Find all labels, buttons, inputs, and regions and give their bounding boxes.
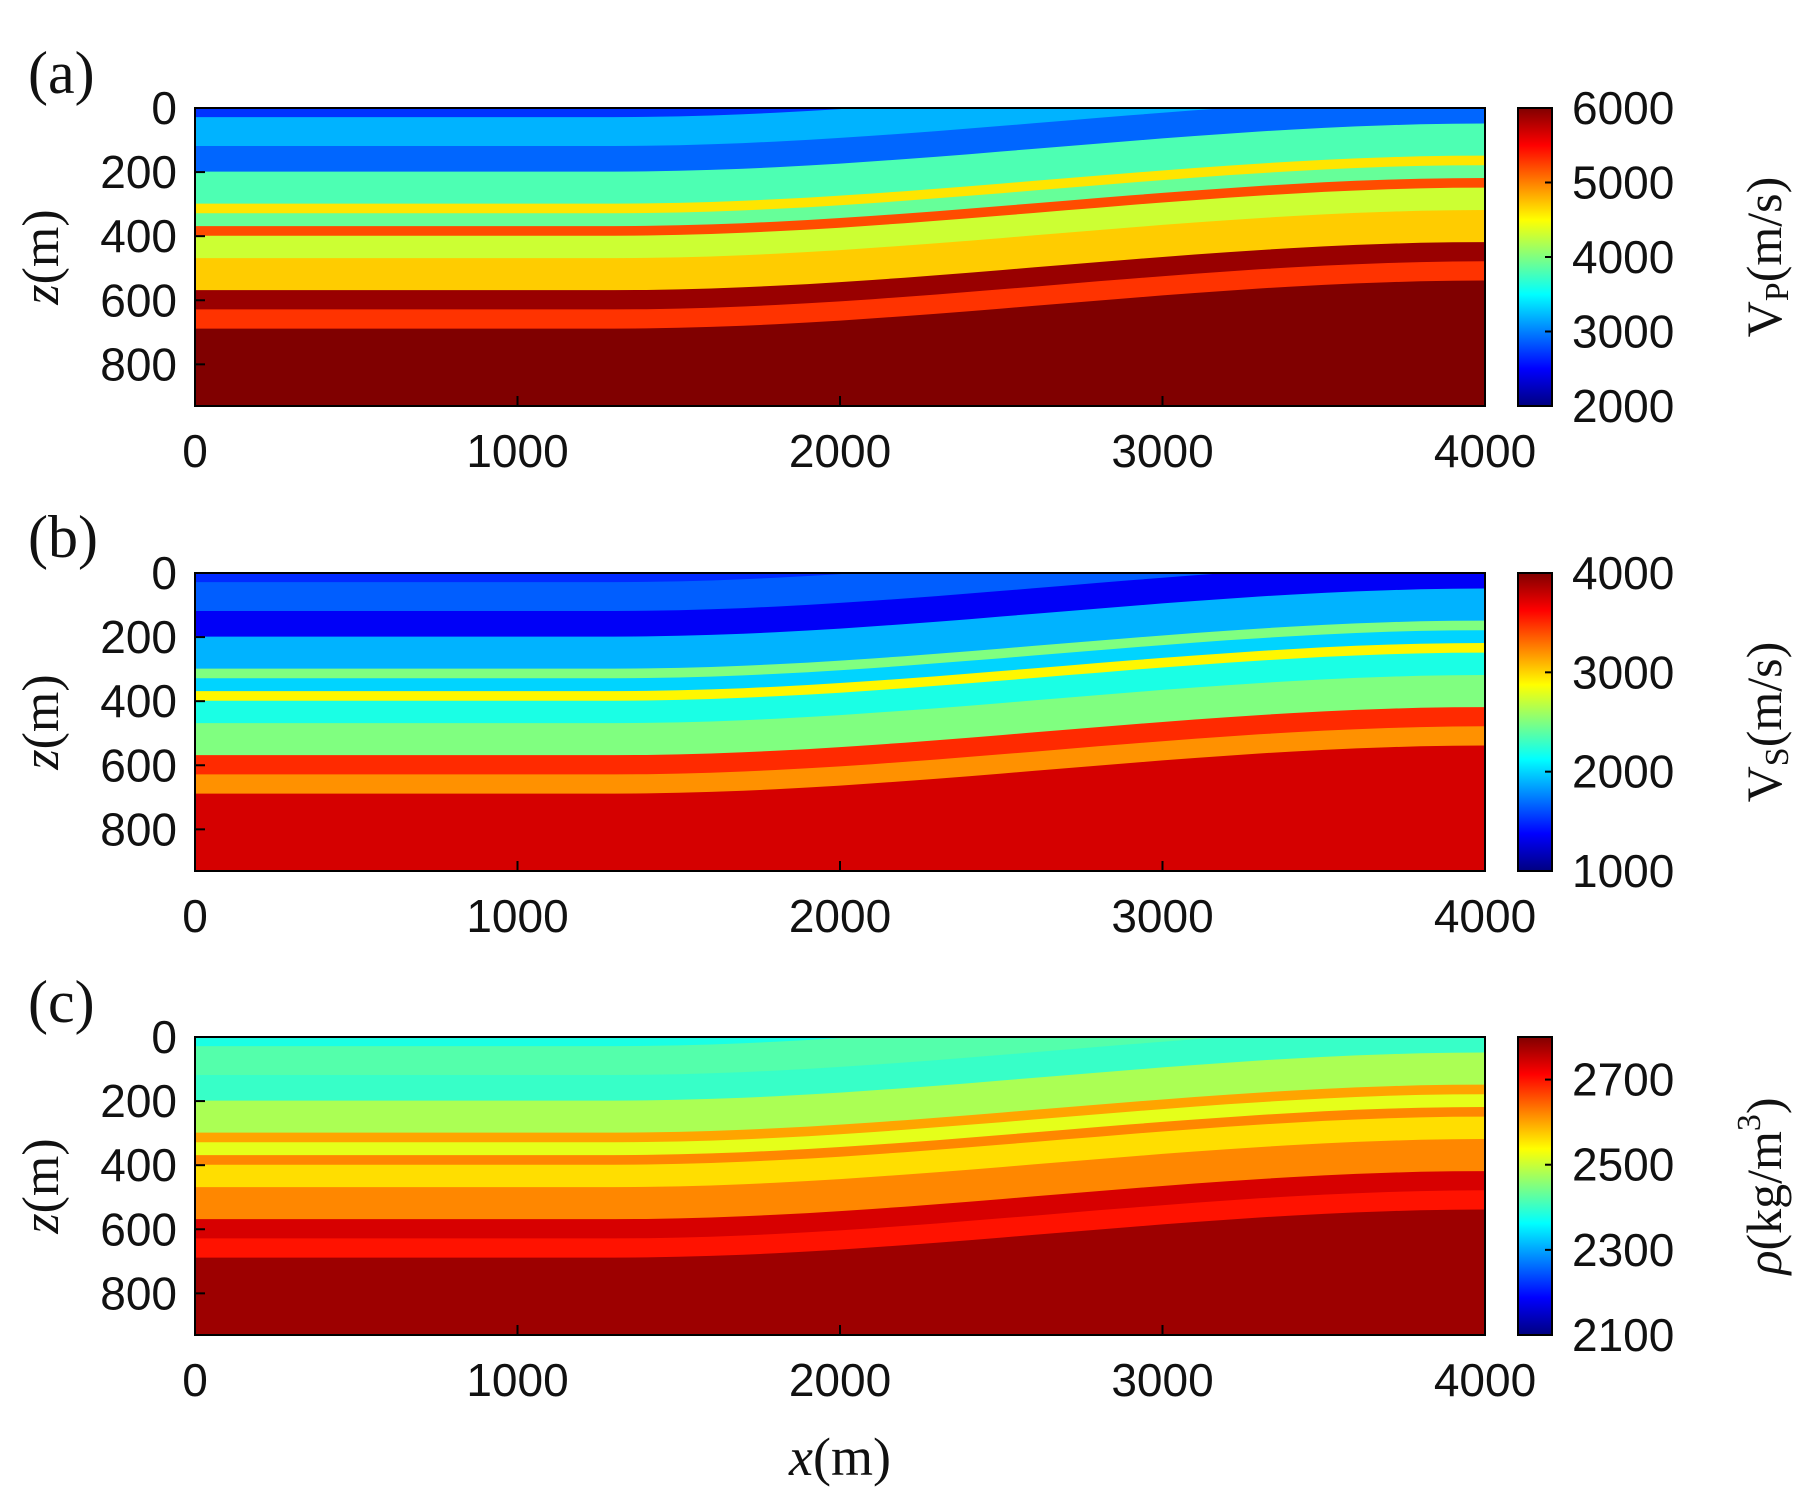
layer-band xyxy=(195,280,1485,406)
colorbar-tick-label: 2300 xyxy=(1572,1224,1674,1276)
x-tick-label: 3000 xyxy=(1111,890,1213,942)
layer-band xyxy=(195,745,1485,871)
colorbar-tick-label: 4000 xyxy=(1572,231,1674,283)
x-tick-label: 2000 xyxy=(789,1354,891,1406)
x-tick-label: 1000 xyxy=(466,890,568,942)
y-axis-label: z(m) xyxy=(13,674,70,770)
colorbar-tick-label: 4000 xyxy=(1572,547,1674,599)
colorbar-tick-label: 1000 xyxy=(1572,845,1674,897)
colorbar-tick-label: 2500 xyxy=(1572,1139,1674,1191)
y-tick-label: 0 xyxy=(151,547,177,599)
x-tick-label: 4000 xyxy=(1434,890,1536,942)
colorbar-tick-label: 2000 xyxy=(1572,380,1674,432)
colorbar xyxy=(1517,1036,1553,1336)
panel-label: (b) xyxy=(28,504,98,570)
colorbar-tick-label: 3000 xyxy=(1572,646,1674,698)
y-tick-label: 400 xyxy=(100,210,177,262)
panel-1: (b) 0 1000 2000 3000 4000 0 200 400 600 800 z(m) 400… xyxy=(13,504,1796,942)
x-tick-label: 3000 xyxy=(1111,1354,1213,1406)
x-tick-label: 1000 xyxy=(466,425,568,477)
y-tick-label: 800 xyxy=(100,1267,177,1319)
x-tick-label: 4000 xyxy=(1434,1354,1536,1406)
heatmap xyxy=(195,1037,1485,1335)
colorbar-label: VS(m/s) xyxy=(1736,642,1795,803)
panel-label: (c) xyxy=(28,969,95,1035)
panel-0: (a) 0 1000 2000 3000 4000 0 200 400 600 800 z(m) 600… xyxy=(13,40,1796,477)
panel-2: (c) 0 1000 2000 3000 4000 0 200 400 600 800 z(m) 270… xyxy=(13,969,1793,1487)
colorbar-tick-label: 5000 xyxy=(1572,157,1674,209)
x-tick-label: 4000 xyxy=(1434,425,1536,477)
x-tick-label: 1000 xyxy=(466,1354,568,1406)
colorbar-tick-label: 2000 xyxy=(1572,746,1674,798)
x-tick-label: 2000 xyxy=(789,890,891,942)
panel-label: (a) xyxy=(28,40,95,106)
x-tick-label: 0 xyxy=(182,425,208,477)
colorbar-label: VP(m/s) xyxy=(1736,177,1795,338)
y-axis-label: z(m) xyxy=(13,1138,70,1234)
heatmap xyxy=(195,573,1485,871)
y-tick-label: 800 xyxy=(100,803,177,855)
colorbar-tick-label: 6000 xyxy=(1572,82,1674,134)
x-axis-label: x(m) xyxy=(788,1427,891,1487)
y-tick-label: 800 xyxy=(100,338,177,390)
y-tick-label: 400 xyxy=(100,1139,177,1191)
y-tick-label: 600 xyxy=(100,1203,177,1255)
x-tick-label: 2000 xyxy=(789,425,891,477)
y-tick-label: 600 xyxy=(100,739,177,791)
y-tick-label: 0 xyxy=(151,82,177,134)
y-tick-label: 200 xyxy=(100,1075,177,1127)
colorbar-label: ρ(kg/m3) xyxy=(1731,1097,1793,1276)
x-tick-label: 3000 xyxy=(1111,425,1213,477)
colorbar-tick-label: 3000 xyxy=(1572,306,1674,358)
y-tick-label: 200 xyxy=(100,611,177,663)
y-tick-label: 200 xyxy=(100,146,177,198)
y-tick-label: 0 xyxy=(151,1011,177,1063)
colorbar xyxy=(1517,572,1553,872)
colorbar-tick-label: 2700 xyxy=(1572,1054,1674,1106)
x-tick-label: 0 xyxy=(182,890,208,942)
y-tick-label: 600 xyxy=(100,274,177,326)
y-axis-label: z(m) xyxy=(13,209,70,305)
y-tick-label: 400 xyxy=(100,675,177,727)
layer-band xyxy=(195,1209,1485,1335)
colorbar-tick-label: 2100 xyxy=(1572,1309,1674,1361)
x-tick-label: 0 xyxy=(182,1354,208,1406)
heatmap xyxy=(195,108,1485,406)
